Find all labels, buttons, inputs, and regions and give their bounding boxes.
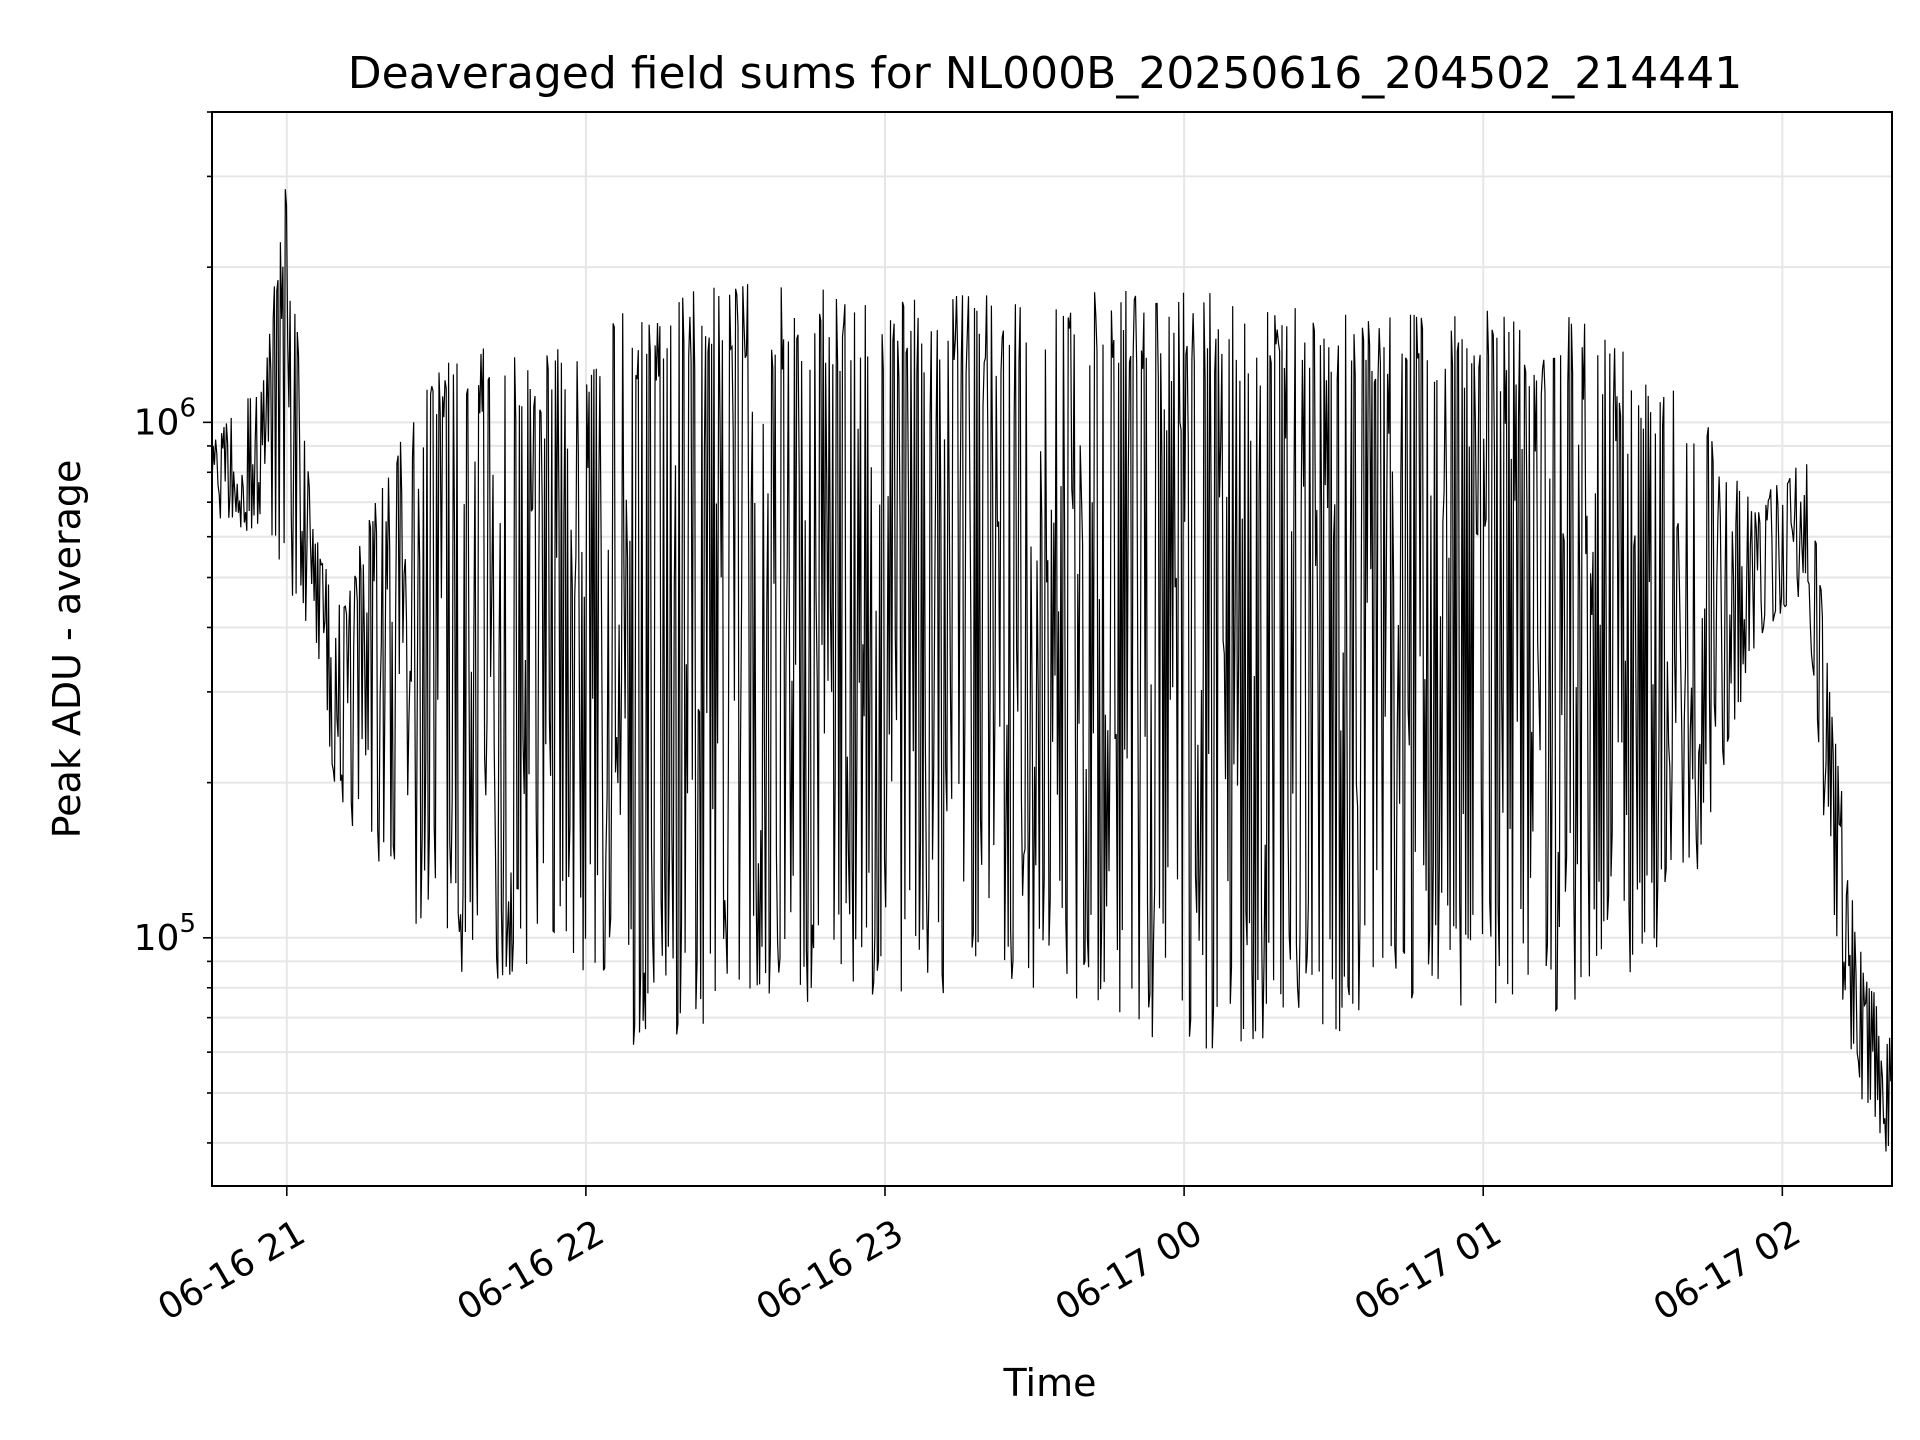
series-line	[211, 189, 1893, 1152]
chart-title: Deaveraged field sums for NL000B_2025061…	[348, 48, 1742, 99]
y-tick-label: 106	[134, 393, 196, 443]
y-axis-ticks: 105 106	[134, 111, 212, 1144]
data-series	[211, 189, 1893, 1152]
y-axis-label: Peak ADU - average	[45, 460, 89, 839]
y-tick-label: 105	[134, 909, 196, 959]
x-axis-label: Time	[1003, 1361, 1097, 1405]
plot-frame	[211, 111, 1893, 1187]
